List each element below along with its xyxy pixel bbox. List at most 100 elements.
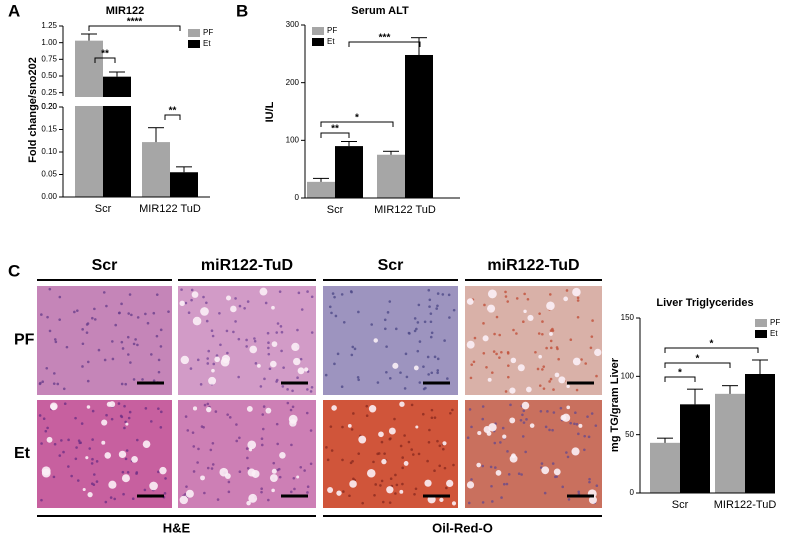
cell-nucleus xyxy=(443,466,447,470)
vacuole xyxy=(125,422,129,426)
cell-nucleus xyxy=(299,465,303,469)
vacuole xyxy=(446,479,454,488)
cell-nucleus xyxy=(546,410,549,413)
cell-nucleus xyxy=(559,406,563,410)
cell-nucleus xyxy=(76,479,80,482)
cell-nucleus xyxy=(281,385,285,388)
cell-nucleus xyxy=(259,385,263,388)
vacuole xyxy=(538,354,542,359)
cell-nucleus xyxy=(481,417,485,421)
cell-nucleus xyxy=(481,464,485,468)
vacuole xyxy=(451,501,457,506)
cell-nucleus xyxy=(365,414,369,417)
vacuole xyxy=(368,405,377,413)
legend-swatch xyxy=(188,40,200,48)
cell-nucleus xyxy=(575,422,579,426)
cell-nucleus xyxy=(81,328,84,331)
cell-nucleus xyxy=(451,408,454,412)
cell-nucleus xyxy=(525,418,528,421)
cell-nucleus xyxy=(126,335,130,339)
x-tick-label: MIR122 TuD xyxy=(374,204,436,216)
cell-nucleus xyxy=(211,441,215,445)
cell-nucleus xyxy=(587,435,591,439)
cell-nucleus xyxy=(561,485,565,489)
cell-nucleus xyxy=(495,315,499,319)
vacuole xyxy=(179,300,185,307)
cell-nucleus xyxy=(541,368,544,371)
cell-nucleus xyxy=(504,295,508,298)
cell-nucleus xyxy=(275,331,279,334)
cell-nucleus xyxy=(261,413,265,416)
cell-nucleus xyxy=(446,377,449,380)
cell-nucleus xyxy=(509,403,512,407)
cell-nucleus xyxy=(41,380,45,384)
cell-nucleus xyxy=(299,357,303,361)
cell-nucleus xyxy=(436,371,439,375)
cell-nucleus xyxy=(383,452,386,455)
cell-nucleus xyxy=(485,366,488,369)
cell-nucleus xyxy=(522,409,526,413)
vacuole xyxy=(509,417,516,424)
vacuole xyxy=(265,407,272,414)
cell-nucleus xyxy=(551,428,554,432)
vacuole xyxy=(483,426,491,433)
bar xyxy=(745,374,775,493)
cell-nucleus xyxy=(545,346,548,350)
y-axis-label: mg TG/gram Liver xyxy=(609,357,621,452)
cell-nucleus xyxy=(246,467,250,470)
bar xyxy=(170,172,198,197)
significance-label: * xyxy=(710,339,714,350)
cell-nucleus xyxy=(197,447,200,451)
cell-nucleus xyxy=(551,329,555,332)
cell-nucleus xyxy=(534,350,537,354)
cell-nucleus xyxy=(433,416,437,419)
cell-nucleus xyxy=(199,383,203,386)
cell-nucleus xyxy=(150,353,153,356)
cell-nucleus xyxy=(493,332,496,336)
vacuole xyxy=(297,367,305,375)
cell-nucleus xyxy=(447,293,451,297)
cell-nucleus xyxy=(429,312,433,315)
vacuole xyxy=(279,452,286,459)
vacuole xyxy=(121,474,130,483)
cell-nucleus xyxy=(40,313,43,316)
cell-nucleus xyxy=(293,487,296,491)
column-label: miR122-TuD xyxy=(201,257,293,274)
vacuole xyxy=(327,487,334,494)
legend-label: Et xyxy=(770,329,778,338)
x-tick-label: Scr xyxy=(327,204,344,216)
cell-nucleus xyxy=(136,316,140,319)
cell-nucleus xyxy=(512,328,515,332)
cell-nucleus xyxy=(81,365,84,368)
cell-nucleus xyxy=(77,439,81,442)
cell-nucleus xyxy=(428,298,432,302)
cell-nucleus xyxy=(297,291,301,295)
cell-nucleus xyxy=(117,402,121,405)
cell-nucleus xyxy=(291,405,295,409)
cell-nucleus xyxy=(522,421,526,424)
cell-nucleus xyxy=(234,320,237,323)
vacuole xyxy=(466,481,475,489)
cell-nucleus xyxy=(157,470,160,474)
vacuole xyxy=(269,474,278,482)
cell-nucleus xyxy=(325,446,328,449)
cell-nucleus xyxy=(141,378,144,381)
cell-nucleus xyxy=(260,487,263,491)
cell-nucleus xyxy=(413,329,417,333)
cell-nucleus xyxy=(569,338,573,342)
cell-nucleus xyxy=(128,410,132,414)
cell-nucleus xyxy=(74,416,77,420)
cell-nucleus xyxy=(414,487,418,491)
cell-nucleus xyxy=(123,404,126,408)
vacuole xyxy=(109,401,116,408)
y-tick-label: 150 xyxy=(621,313,635,322)
cell-nucleus xyxy=(340,293,344,296)
cell-nucleus xyxy=(111,340,114,343)
significance-bracket xyxy=(320,132,350,138)
cell-nucleus xyxy=(436,304,439,308)
vacuole xyxy=(439,497,444,503)
cell-nucleus xyxy=(393,417,396,421)
cell-nucleus xyxy=(385,370,388,374)
cell-nucleus xyxy=(506,450,509,453)
cell-nucleus xyxy=(430,371,434,375)
